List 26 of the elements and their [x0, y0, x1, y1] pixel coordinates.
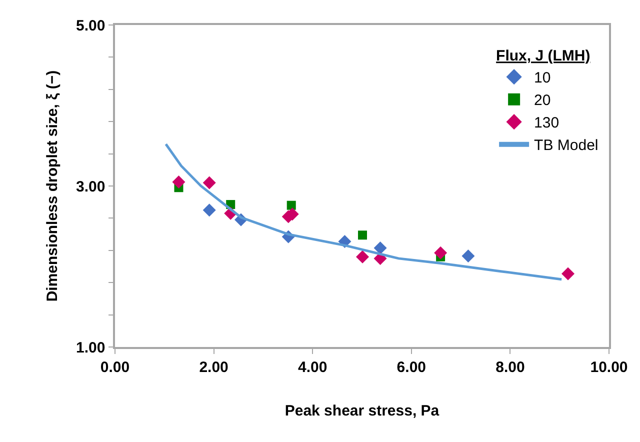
- point: [202, 204, 216, 217]
- point: [374, 241, 387, 254]
- x-tick-label: 6.00: [396, 358, 426, 376]
- point: [434, 246, 448, 260]
- legend-title: Flux, J (LMH): [496, 48, 590, 65]
- y-tick-label: 5.00: [76, 17, 106, 34]
- x-axis-title: Peak shear stress, Pa: [284, 402, 440, 420]
- point: [358, 230, 367, 240]
- legend-label: TB Model: [534, 137, 598, 154]
- x-tick-label: 4.00: [298, 358, 328, 376]
- y-tick-label: 1.00: [76, 339, 106, 356]
- point: [172, 175, 186, 188]
- x-tick-label: 8.00: [496, 358, 525, 376]
- y-axis-title: Dimensionless droplet size, ξ (−): [44, 70, 61, 302]
- point: [356, 250, 369, 264]
- point: [462, 250, 475, 263]
- legend-label: 10: [534, 70, 551, 87]
- point: [202, 176, 216, 190]
- y-tick-label: 3.00: [76, 178, 106, 196]
- point: [286, 200, 296, 210]
- x-tick-label: 10.00: [590, 358, 628, 376]
- legend-label: 130: [534, 114, 560, 132]
- x-tick-label: 2.00: [199, 358, 228, 376]
- point: [562, 267, 574, 280]
- legend-label: 20: [534, 92, 551, 110]
- x-tick-label: 0.00: [100, 358, 130, 376]
